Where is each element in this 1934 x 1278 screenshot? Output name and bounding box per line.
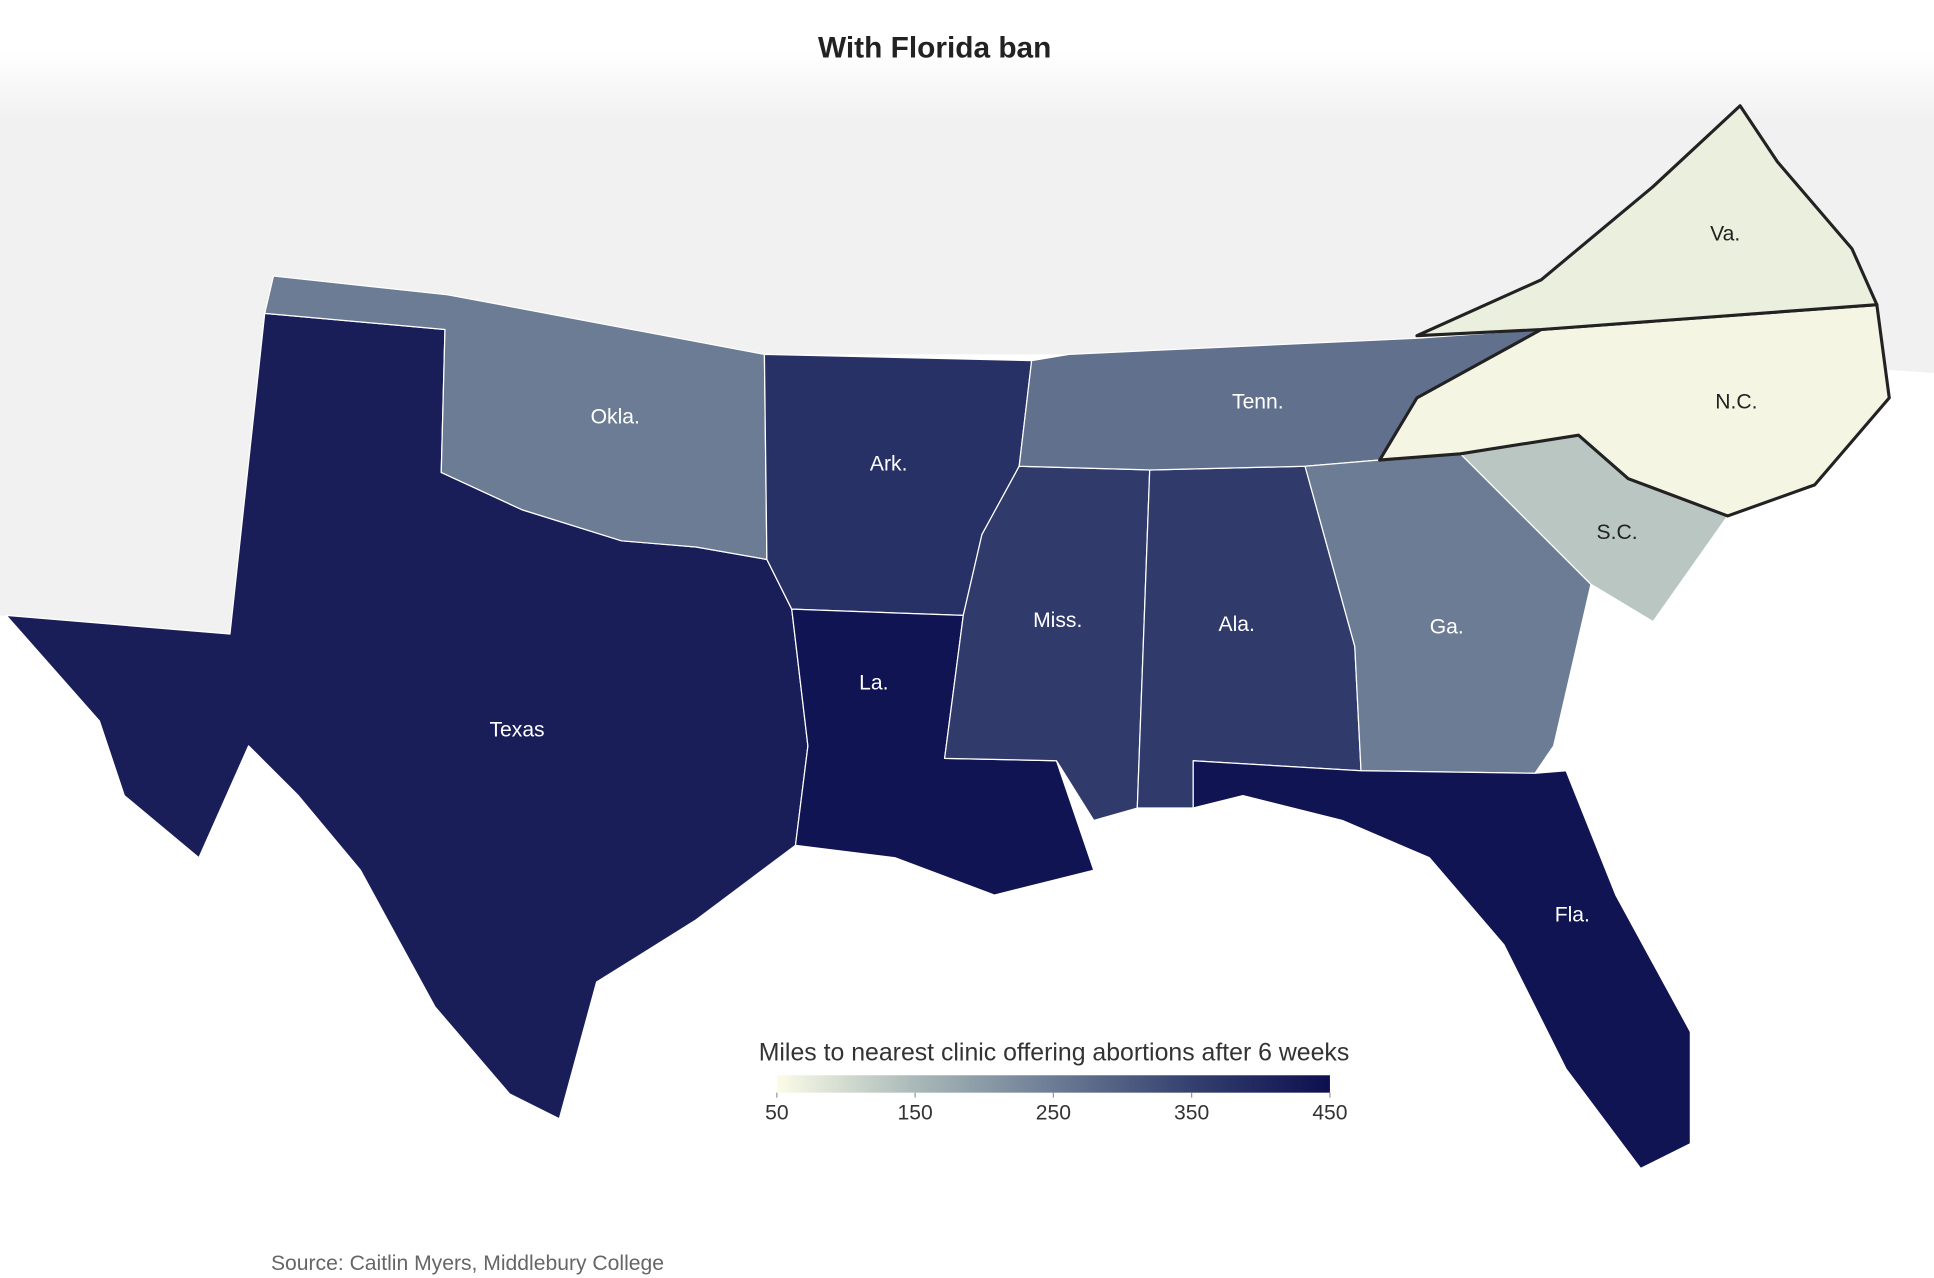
state-label: S.C. [1597, 521, 1638, 544]
state-label: Fla. [1555, 904, 1590, 927]
state-label: Tenn. [1232, 390, 1284, 413]
state-label: Ala. [1219, 613, 1255, 636]
state [264, 275, 768, 561]
state-label: Va. [1710, 223, 1740, 246]
legend-tick-label: 350 [1174, 1101, 1209, 1124]
legend-tick-label: 250 [1036, 1101, 1071, 1124]
legend-bar [776, 1075, 1330, 1093]
state [1192, 760, 1692, 1170]
state-label: Ga. [1430, 615, 1464, 638]
legend-tick-label: 50 [765, 1101, 788, 1124]
state-label: Miss. [1033, 609, 1082, 632]
source: Source: Caitlin Myers, Middlebury Colleg… [271, 1252, 664, 1275]
state [1415, 104, 1879, 338]
state-label: Texas [489, 719, 544, 742]
state-label: Ark. [870, 453, 908, 476]
legend-tick-label: 450 [1312, 1101, 1347, 1124]
title: With Florida ban [818, 32, 1051, 65]
state-label: N.C. [1715, 390, 1757, 413]
neighbor-states [0, 49, 1934, 635]
legend-title: Miles to nearest clinic offering abortio… [759, 1040, 1350, 1067]
state-label: La. [859, 671, 888, 694]
state-label: Okla. [591, 405, 640, 428]
legend-tick-label: 150 [897, 1101, 932, 1124]
state [1378, 303, 1891, 518]
